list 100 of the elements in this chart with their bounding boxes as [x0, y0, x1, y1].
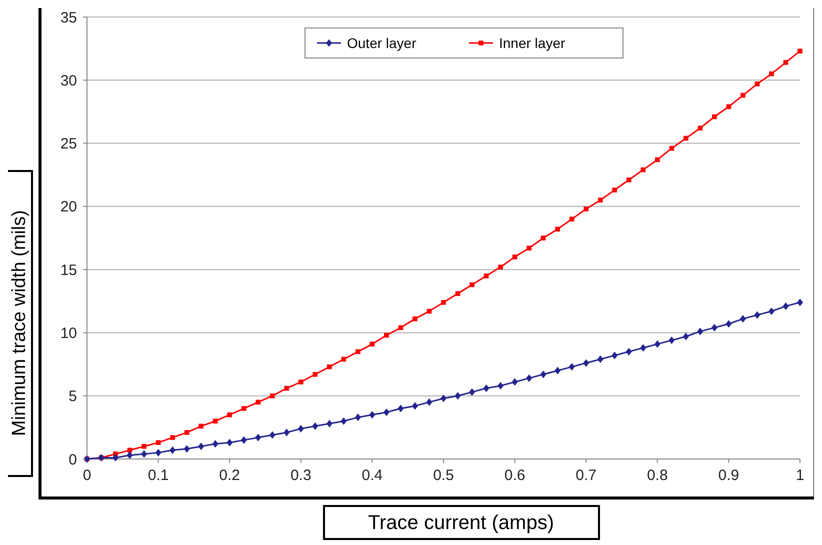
x-tick-label: 0.2 [219, 467, 240, 484]
point [156, 440, 161, 445]
x-tick-label: 0.4 [362, 467, 383, 484]
point [470, 282, 474, 288]
point [526, 374, 532, 382]
point [483, 384, 490, 392]
x-tick-label: 0.8 [646, 467, 668, 484]
point [212, 418, 218, 424]
point [740, 92, 746, 98]
point [584, 206, 588, 212]
point [426, 398, 432, 406]
point [455, 291, 460, 296]
point [142, 444, 146, 449]
point [226, 438, 233, 446]
point [270, 393, 275, 398]
point [141, 450, 148, 458]
point [754, 311, 760, 319]
point [783, 60, 788, 65]
point [412, 402, 418, 410]
legend-label: Outer layer [347, 34, 417, 51]
point [284, 386, 290, 391]
y-tick-label: 15 [60, 262, 77, 279]
x-tick-label: 0.6 [504, 467, 526, 484]
point [184, 430, 190, 435]
y-tick-label: 35 [60, 9, 77, 26]
point [354, 414, 361, 422]
point [398, 404, 404, 412]
point [240, 436, 247, 444]
point [312, 422, 318, 430]
x-tick-label: 0.7 [576, 467, 597, 484]
point [440, 394, 446, 402]
point [441, 300, 446, 305]
y-tick-label: 0 [68, 451, 77, 468]
point [170, 446, 176, 454]
point [654, 340, 660, 348]
point [640, 167, 646, 172]
point [626, 348, 632, 356]
point [255, 434, 262, 442]
point [369, 411, 376, 419]
point [170, 435, 175, 440]
point [540, 370, 546, 378]
point [698, 126, 703, 131]
point [740, 315, 746, 323]
point [312, 372, 318, 377]
point [726, 320, 732, 328]
point [241, 406, 246, 411]
point [583, 359, 590, 367]
point [797, 298, 803, 306]
point [198, 442, 204, 450]
y-axis-title: Minimum trace width (mils) [9, 210, 30, 436]
point [384, 332, 389, 338]
point [754, 82, 760, 86]
point [184, 445, 190, 453]
point [712, 114, 717, 120]
point [370, 342, 375, 346]
point [697, 328, 704, 336]
point [782, 302, 789, 310]
point [769, 71, 774, 76]
x-tick-label: 0.5 [433, 467, 454, 484]
point [326, 420, 332, 428]
point [568, 363, 575, 371]
point [198, 424, 204, 429]
point [498, 264, 503, 270]
point [655, 157, 660, 162]
x-tick-label: 0 [82, 467, 92, 484]
point [340, 417, 347, 425]
y-tick-label: 30 [60, 72, 77, 90]
point [540, 236, 546, 240]
point [684, 136, 688, 141]
x-tick-label: 0.3 [290, 467, 312, 484]
y-tick-label: 5 [68, 388, 77, 406]
point [298, 424, 304, 432]
point [212, 440, 218, 448]
point [626, 178, 632, 182]
point [327, 364, 332, 370]
point [498, 382, 504, 390]
point [612, 188, 618, 192]
point [126, 451, 133, 460]
point [597, 355, 604, 364]
point [356, 349, 360, 354]
point [711, 324, 718, 332]
point [227, 412, 232, 418]
point [512, 254, 518, 260]
point [569, 216, 574, 222]
point [598, 198, 603, 203]
point [454, 392, 461, 400]
legend-label: Inner layer [499, 34, 566, 51]
y-tick-label: 25 [60, 136, 77, 153]
point [682, 332, 689, 340]
point [668, 336, 675, 344]
point [768, 307, 774, 316]
point [555, 226, 560, 232]
point [640, 344, 646, 352]
point [269, 431, 276, 439]
point [284, 428, 290, 436]
x-tick-label: 0.1 [148, 467, 169, 484]
point [612, 352, 618, 360]
point [112, 454, 119, 462]
x-tick-label: 0.9 [718, 467, 740, 484]
point [798, 48, 802, 54]
